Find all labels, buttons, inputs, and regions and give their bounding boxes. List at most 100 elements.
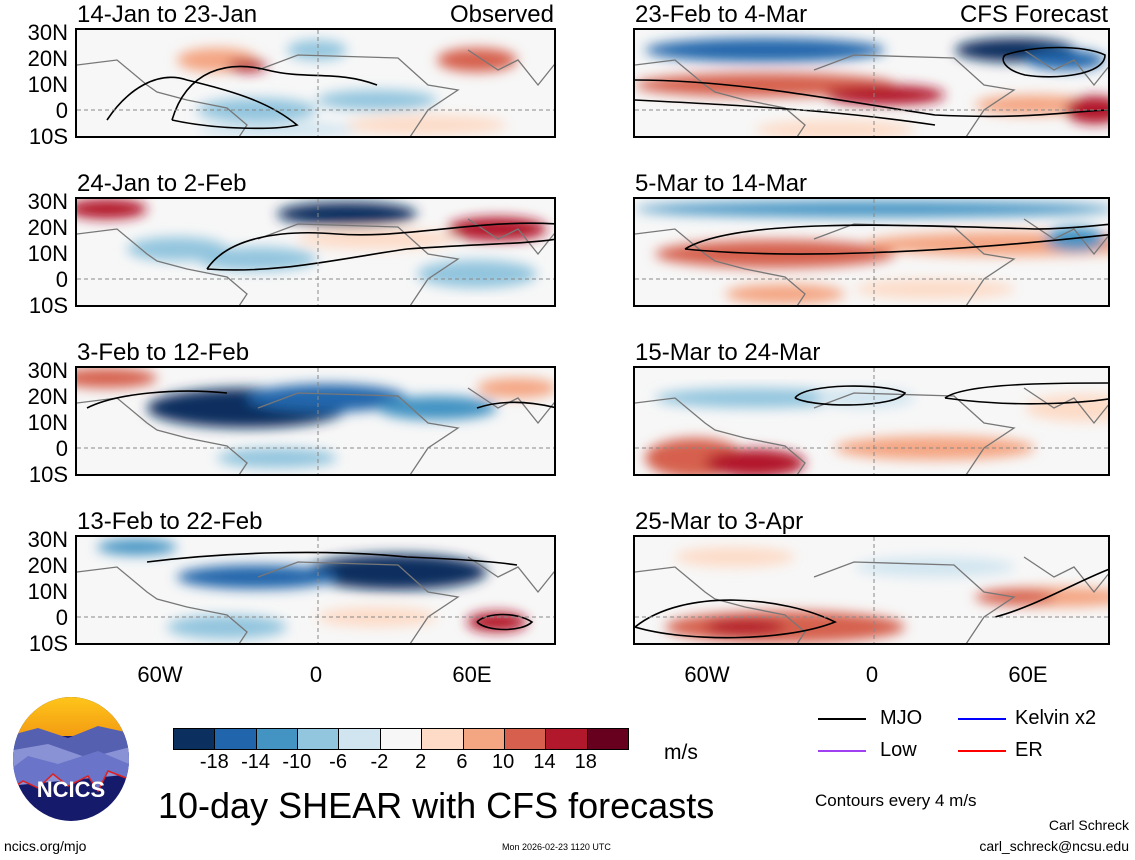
coastline-americas bbox=[77, 59, 248, 136]
panel-period-label: 5-Mar to 14-Mar bbox=[635, 170, 808, 197]
shear-anomaly-region bbox=[77, 199, 147, 219]
colorbar-swatch bbox=[215, 729, 257, 749]
panel-period-label: 24-Jan to 2-Feb bbox=[77, 170, 247, 197]
colorbar-tick-label: 18 bbox=[574, 751, 597, 773]
shear-anomaly-region bbox=[705, 619, 785, 635]
lat-label: 10N bbox=[27, 72, 68, 97]
colorbar-swatch bbox=[546, 729, 588, 749]
colorbar bbox=[173, 728, 629, 750]
coastline-asia bbox=[1023, 49, 1108, 87]
shear-anomaly-region bbox=[97, 539, 177, 555]
mjo-contour bbox=[476, 401, 554, 409]
lat-label: 10S bbox=[28, 462, 68, 487]
colorbar-swatch bbox=[256, 729, 299, 749]
shear-anomaly-region bbox=[655, 388, 855, 408]
legend-label-low: Low bbox=[880, 739, 917, 761]
legend-line-low bbox=[818, 750, 866, 752]
shear-map-panel bbox=[633, 28, 1110, 138]
lat-label: 30N bbox=[27, 527, 68, 552]
shear-anomaly-region bbox=[725, 284, 845, 304]
shear-anomaly-region bbox=[127, 237, 227, 261]
coastline-americas bbox=[635, 397, 806, 474]
shear-anomaly-region bbox=[835, 436, 1035, 460]
lat-label: 30N bbox=[27, 20, 68, 45]
lon-label-60w-right: 60W bbox=[684, 662, 730, 687]
lat-label: 10N bbox=[27, 241, 68, 266]
shear-anomaly-region bbox=[447, 217, 547, 241]
lat-label: 0 bbox=[55, 605, 68, 630]
legend-label-kelvin: Kelvin x2 bbox=[1015, 707, 1097, 729]
shear-anomaly-region bbox=[675, 547, 795, 567]
panel-period-label: 15-Mar to 24-Mar bbox=[635, 339, 821, 366]
shear-map-panel bbox=[75, 535, 556, 645]
shear-anomaly-region bbox=[217, 448, 337, 468]
shear-anomaly-region bbox=[277, 202, 417, 226]
shear-anomaly-region bbox=[77, 368, 157, 388]
mjo-contour bbox=[171, 65, 378, 121]
panel-source-tag: Observed bbox=[449, 1, 554, 28]
lat-label: 20N bbox=[27, 215, 68, 240]
mjo-contour bbox=[635, 599, 837, 639]
lat-label: 20N bbox=[27, 553, 68, 578]
colorbar-unit: m/s bbox=[664, 741, 698, 764]
shear-anomaly-region bbox=[635, 201, 1108, 217]
mjo-contour bbox=[106, 76, 299, 130]
shear-anomaly-region bbox=[855, 557, 1015, 577]
shear-anomaly-region bbox=[755, 120, 915, 136]
shear-anomaly-region bbox=[815, 388, 915, 408]
shear-anomaly-region bbox=[1025, 50, 1105, 70]
lat-label: 30N bbox=[27, 358, 68, 383]
contour-note: Contours every 4 m/s bbox=[815, 791, 977, 810]
legend-line-er bbox=[958, 750, 1006, 752]
colorbar-swatch bbox=[587, 729, 628, 749]
shear-anomaly-region bbox=[377, 396, 497, 420]
panel-period-label: 23-Feb to 4-Mar bbox=[635, 1, 808, 28]
shear-anomaly-region bbox=[705, 449, 805, 474]
shear-anomaly-region bbox=[297, 229, 457, 249]
panel-period-label: 3-Feb to 12-Feb bbox=[77, 339, 250, 366]
mjo-contour bbox=[944, 382, 1108, 399]
mjo-contour bbox=[994, 568, 1108, 618]
coastline-africa bbox=[813, 54, 1016, 136]
coastline-americas bbox=[635, 228, 806, 305]
mjo-contour bbox=[794, 385, 907, 406]
colorbar-swatch bbox=[298, 729, 340, 749]
lat-label: 20N bbox=[27, 46, 68, 71]
coastline-asia bbox=[467, 556, 554, 594]
coastline-africa bbox=[813, 223, 1016, 305]
mjo-contour bbox=[206, 238, 554, 271]
shear-anomaly-region bbox=[317, 90, 437, 110]
shear-anomaly-region bbox=[197, 247, 317, 271]
coastline-asia bbox=[467, 218, 554, 256]
site-link[interactable]: ncics.org/mjo bbox=[4, 838, 87, 854]
colorbar-tick-label: -6 bbox=[329, 751, 347, 773]
shear-anomaly-region bbox=[825, 85, 945, 105]
mjo-contour bbox=[476, 613, 534, 631]
coastline-asia bbox=[1023, 387, 1108, 425]
mjo-contour bbox=[146, 551, 518, 566]
lat-label: 10S bbox=[28, 293, 68, 318]
shear-map-panel bbox=[75, 197, 556, 307]
coastline-asia bbox=[1023, 218, 1108, 256]
lat-label: 30N bbox=[27, 189, 68, 214]
mjo-contour bbox=[684, 233, 1108, 255]
coastline-africa bbox=[813, 392, 1016, 474]
shear-anomaly-region bbox=[287, 40, 347, 60]
ncics-logo: NCICS bbox=[8, 696, 134, 822]
shear-anomaly-region bbox=[347, 115, 507, 135]
coastline-americas bbox=[77, 566, 248, 643]
mjo-contour bbox=[1002, 46, 1106, 78]
shear-anomaly-region bbox=[635, 73, 895, 97]
lon-label-60e-left: 60E bbox=[452, 662, 492, 687]
coastline-africa bbox=[813, 561, 1016, 643]
panel-period-label: 14-Jan to 23-Jan bbox=[77, 1, 258, 28]
coastline-americas bbox=[635, 566, 806, 643]
svg-text:NCICS: NCICS bbox=[37, 777, 105, 802]
legend-label-er: ER bbox=[1015, 739, 1043, 761]
shear-map-panel bbox=[633, 197, 1110, 307]
colorbar-swatch bbox=[174, 729, 216, 749]
lat-label: 10N bbox=[27, 410, 68, 435]
figure-title: 10-day SHEAR with CFS forecasts bbox=[158, 785, 715, 826]
mjo-contour bbox=[206, 222, 554, 270]
